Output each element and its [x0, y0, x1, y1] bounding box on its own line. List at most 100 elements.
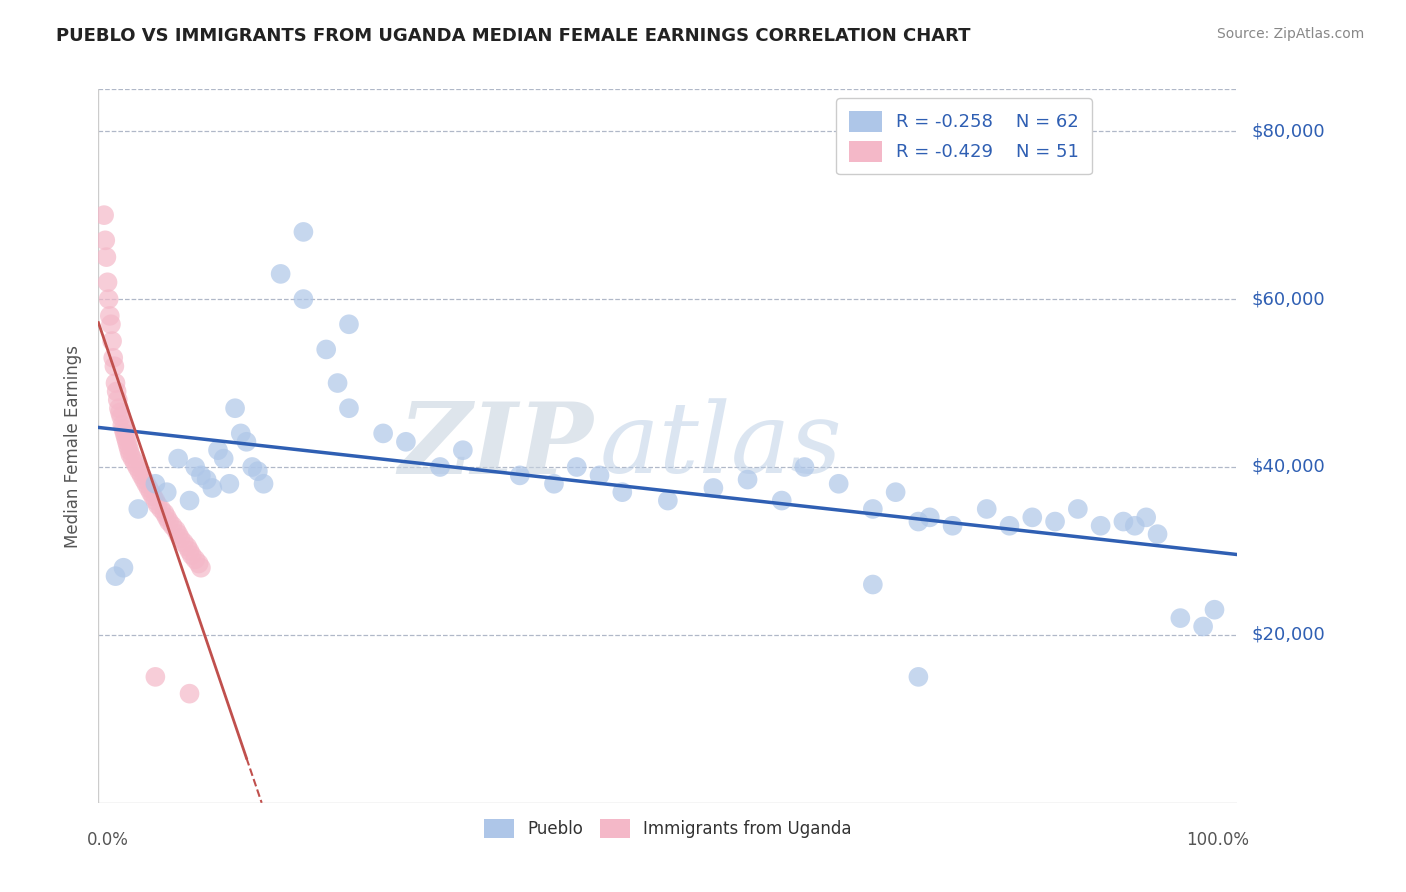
- Point: [1146, 527, 1168, 541]
- Point: [127, 502, 149, 516]
- Text: $80,000: $80,000: [1251, 122, 1324, 140]
- Point: [145, 670, 167, 684]
- Point: [1204, 603, 1226, 617]
- Point: [187, 557, 209, 571]
- Text: 100.0%: 100.0%: [1185, 831, 1249, 849]
- Point: [588, 468, 610, 483]
- Point: [128, 464, 150, 478]
- Point: [139, 485, 162, 500]
- Point: [131, 468, 153, 483]
- Text: atlas: atlas: [599, 399, 842, 493]
- Point: [907, 515, 929, 529]
- Point: [702, 481, 724, 495]
- Point: [176, 540, 198, 554]
- Point: [240, 460, 263, 475]
- Text: $40,000: $40,000: [1251, 458, 1324, 476]
- Point: [246, 464, 269, 478]
- Point: [976, 502, 998, 516]
- Point: [218, 476, 240, 491]
- Point: [108, 401, 131, 416]
- Point: [105, 384, 128, 399]
- Point: [212, 451, 235, 466]
- Point: [828, 476, 851, 491]
- Point: [101, 334, 124, 348]
- Point: [103, 359, 125, 374]
- Point: [112, 560, 135, 574]
- Point: [156, 510, 179, 524]
- Point: [509, 468, 531, 483]
- Text: PUEBLO VS IMMIGRANTS FROM UGANDA MEDIAN FEMALE EARNINGS CORRELATION CHART: PUEBLO VS IMMIGRANTS FROM UGANDA MEDIAN …: [56, 27, 970, 45]
- Point: [292, 225, 315, 239]
- Point: [565, 460, 588, 475]
- Point: [190, 560, 212, 574]
- Point: [110, 409, 132, 424]
- Point: [103, 351, 125, 365]
- Point: [145, 493, 167, 508]
- Point: [862, 577, 884, 591]
- Point: [451, 443, 474, 458]
- Point: [165, 523, 187, 537]
- Point: [371, 426, 394, 441]
- Point: [315, 343, 337, 357]
- Point: [1021, 510, 1043, 524]
- Point: [114, 426, 136, 441]
- Point: [114, 431, 136, 445]
- Text: 0.0%: 0.0%: [87, 831, 129, 849]
- Point: [118, 443, 141, 458]
- Point: [107, 392, 129, 407]
- Point: [138, 481, 160, 495]
- Point: [184, 460, 207, 475]
- Point: [153, 506, 176, 520]
- Point: [612, 485, 634, 500]
- Point: [156, 485, 179, 500]
- Point: [224, 401, 246, 416]
- Point: [292, 292, 315, 306]
- Point: [918, 510, 941, 524]
- Point: [862, 502, 884, 516]
- Point: [190, 468, 212, 483]
- Point: [120, 447, 142, 461]
- Point: [115, 434, 138, 449]
- Point: [229, 426, 252, 441]
- Point: [132, 473, 155, 487]
- Point: [337, 401, 360, 416]
- Point: [96, 250, 118, 264]
- Point: [1112, 515, 1135, 529]
- Point: [907, 670, 929, 684]
- Point: [326, 376, 349, 390]
- Point: [94, 233, 117, 247]
- Point: [1123, 518, 1146, 533]
- Point: [1135, 510, 1157, 524]
- Point: [124, 456, 146, 470]
- Point: [157, 515, 180, 529]
- Point: [1090, 518, 1112, 533]
- Point: [1170, 611, 1192, 625]
- Point: [270, 267, 292, 281]
- Point: [127, 460, 149, 475]
- Point: [108, 405, 131, 419]
- Point: [201, 481, 224, 495]
- Point: [121, 451, 143, 466]
- Point: [657, 493, 679, 508]
- Point: [179, 544, 201, 558]
- Legend: Pueblo, Immigrants from Uganda: Pueblo, Immigrants from Uganda: [477, 812, 859, 845]
- Point: [173, 535, 195, 549]
- Point: [98, 309, 121, 323]
- Point: [111, 417, 134, 432]
- Point: [97, 292, 120, 306]
- Point: [195, 473, 218, 487]
- Point: [793, 460, 815, 475]
- Point: [104, 376, 127, 390]
- Point: [235, 434, 257, 449]
- Point: [1067, 502, 1090, 516]
- Point: [1192, 619, 1215, 633]
- Point: [184, 552, 207, 566]
- Point: [429, 460, 451, 475]
- Point: [337, 318, 360, 332]
- Point: [884, 485, 907, 500]
- Point: [167, 527, 190, 541]
- Y-axis label: Median Female Earnings: Median Female Earnings: [65, 344, 83, 548]
- Point: [96, 275, 118, 289]
- Point: [169, 532, 191, 546]
- Text: $20,000: $20,000: [1251, 626, 1324, 644]
